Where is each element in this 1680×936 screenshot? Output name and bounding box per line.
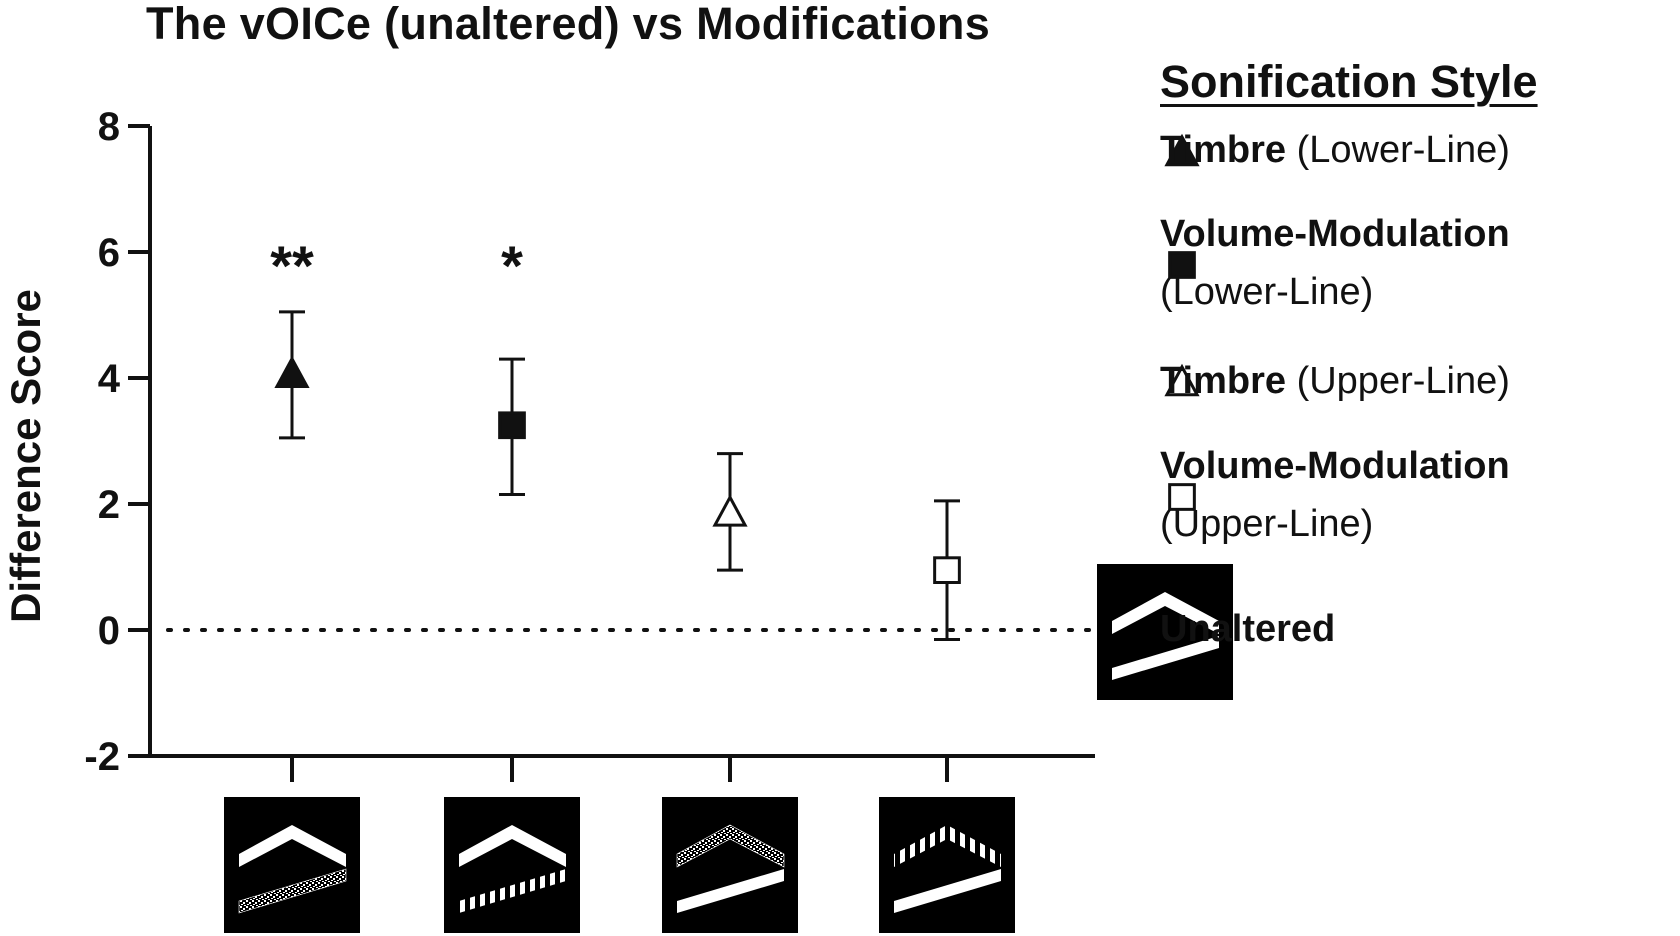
thumbnail-upper-line	[1112, 592, 1219, 634]
legend-item-timbre-lower: Timbre (Lower-Line)	[1160, 121, 1510, 179]
significance-label: **	[270, 234, 314, 297]
legend-item-bold: Timbre	[1160, 360, 1287, 402]
data-point	[274, 355, 310, 389]
y-tick-label: 8	[98, 105, 120, 149]
legend-item-bold: Timbre	[1160, 129, 1287, 171]
legend-item-timbre-upper: Timbre (Upper-Line)	[1160, 352, 1510, 410]
thumbnail-background	[879, 797, 1015, 933]
category-thumbnail	[879, 797, 1015, 933]
thumbnail-lower-line	[894, 869, 1001, 913]
chart-title: The vOICe (unaltered) vs Modifications	[146, 0, 991, 49]
thumbnail-upper-line	[894, 825, 1001, 867]
legend-item-bold: Volume-Modulation	[1160, 213, 1510, 255]
legend-marker-unaltered-image	[1097, 564, 1233, 700]
category-thumbnail	[662, 797, 798, 933]
thumbnail-lower-line	[459, 869, 566, 913]
thumbnail-lower-line	[238, 868, 347, 914]
data-point	[498, 411, 526, 440]
legend-item-bold: Volume-Modulation	[1160, 445, 1510, 487]
thumbnail-upper-line	[676, 824, 785, 868]
thumbnail-upper-line	[459, 825, 566, 867]
legend-marker-square-open	[1168, 483, 1196, 511]
y-axis-label: Difference Score	[2, 289, 49, 623]
legend-item-detail: (Lower-Line)	[1286, 129, 1510, 171]
legend-item-detail: (Lower-Line)	[1160, 271, 1374, 313]
category-thumbnail	[444, 797, 580, 933]
legend-item-unaltered: Unaltered	[1160, 600, 1335, 658]
legend-item-detail: (Upper-Line)	[1286, 360, 1510, 402]
y-tick-label: -2	[84, 735, 120, 779]
legend-item-volume-upper: Volume-Modulation (Upper-Line)	[1160, 437, 1510, 553]
y-tick-label: 6	[98, 231, 120, 275]
legend-marker-triangle-open	[1164, 363, 1200, 397]
significance-label: *	[501, 234, 523, 297]
legend-item-bold: Unaltered	[1160, 608, 1336, 650]
legend-item-detail: (Upper-Line)	[1160, 503, 1374, 545]
legend-marker-square-filled	[1168, 251, 1196, 279]
legend-marker-triangle-filled	[1164, 133, 1200, 167]
legend-item-volume-lower: Volume-Modulation (Lower-Line)	[1160, 205, 1510, 321]
y-tick-label: 4	[98, 357, 121, 401]
thumbnail-lower-line	[677, 869, 784, 913]
legend-heading: Sonification Style	[1160, 56, 1538, 107]
thumbnail-upper-line	[239, 825, 346, 867]
thumbnail-lower-line	[1112, 636, 1219, 680]
y-tick-label: 0	[98, 609, 120, 653]
category-thumbnail	[224, 797, 360, 933]
thumbnail-background	[224, 797, 360, 933]
data-point	[933, 556, 961, 584]
thumbnail-background	[444, 797, 580, 933]
data-point	[712, 494, 748, 527]
y-tick-label: 2	[98, 483, 120, 527]
thumbnail-background	[662, 797, 798, 933]
